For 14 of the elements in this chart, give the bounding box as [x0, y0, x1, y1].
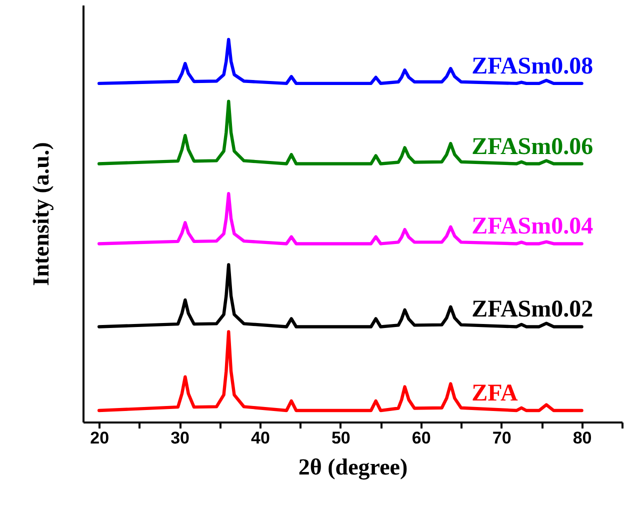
x-tick-label: 60 — [412, 428, 431, 448]
series-label: ZFASm0.04 — [472, 214, 594, 240]
x-tick-label: 80 — [572, 428, 592, 448]
x-tick-label: 50 — [331, 428, 350, 448]
series-label: ZFASm0.06 — [472, 134, 594, 160]
series-label: ZFA — [472, 380, 518, 407]
x-tick-label: 30 — [170, 428, 190, 448]
series-label: ZFASm0.02 — [472, 296, 594, 323]
series-label: ZFASm0.08 — [472, 53, 594, 80]
y-axis-title: Intensity (a.u.) — [28, 142, 54, 286]
x-tick-label: 70 — [492, 428, 512, 448]
x-tick-label: 20 — [90, 428, 110, 448]
x-tick-label: 40 — [251, 428, 270, 448]
x-axis-title: 2θ (degree) — [298, 454, 408, 480]
